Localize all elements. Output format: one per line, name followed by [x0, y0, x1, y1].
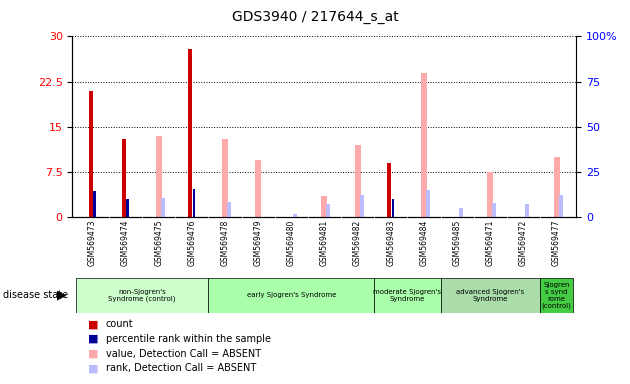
Bar	[492, 204, 496, 217]
Bar	[161, 198, 164, 217]
Bar	[360, 195, 364, 217]
Text: GSM569476: GSM569476	[187, 220, 197, 266]
Bar	[255, 160, 261, 217]
Text: disease state: disease state	[3, 290, 68, 300]
Bar	[193, 189, 195, 217]
Bar	[459, 208, 463, 217]
Text: ■: ■	[88, 363, 99, 373]
Bar	[76, 278, 209, 313]
Bar	[321, 196, 328, 217]
Bar	[122, 139, 126, 217]
Text: GSM569471: GSM569471	[486, 220, 495, 266]
Bar	[387, 163, 391, 217]
Text: GSM569477: GSM569477	[552, 220, 561, 266]
Bar	[440, 278, 540, 313]
Bar	[540, 278, 573, 313]
Text: GSM569482: GSM569482	[353, 220, 362, 266]
Text: Sjogren
s synd
rome
(control): Sjogren s synd rome (control)	[542, 281, 571, 309]
Text: moderate Sjogren's
Syndrome: moderate Sjogren's Syndrome	[374, 289, 442, 302]
Bar	[294, 214, 297, 217]
Bar	[559, 195, 563, 217]
Bar	[421, 73, 427, 217]
Text: GSM569479: GSM569479	[254, 220, 263, 266]
Text: advanced Sjogren's
Syndrome: advanced Sjogren's Syndrome	[456, 289, 524, 302]
Bar	[156, 136, 162, 217]
Text: ▶: ▶	[57, 288, 67, 301]
Text: GSM569474: GSM569474	[121, 220, 130, 266]
Text: rank, Detection Call = ABSENT: rank, Detection Call = ABSENT	[106, 363, 256, 373]
Bar	[392, 199, 394, 217]
Bar	[426, 190, 430, 217]
Bar	[188, 48, 192, 217]
Bar	[355, 145, 360, 217]
Text: GSM569485: GSM569485	[452, 220, 462, 266]
Bar	[525, 204, 529, 217]
Bar	[554, 157, 559, 217]
Text: GSM569472: GSM569472	[519, 220, 528, 266]
Bar	[127, 199, 129, 217]
Text: GSM569475: GSM569475	[154, 220, 163, 266]
Bar	[227, 202, 231, 217]
Bar	[93, 191, 96, 217]
Bar	[222, 139, 228, 217]
Text: GSM569484: GSM569484	[420, 220, 428, 266]
Bar	[374, 278, 440, 313]
Bar	[326, 204, 330, 217]
Text: early Sjogren's Syndrome: early Sjogren's Syndrome	[246, 292, 336, 298]
Bar	[209, 278, 374, 313]
Text: GDS3940 / 217644_s_at: GDS3940 / 217644_s_at	[232, 10, 398, 23]
Text: ■: ■	[88, 319, 99, 329]
Text: percentile rank within the sample: percentile rank within the sample	[106, 334, 271, 344]
Text: value, Detection Call = ABSENT: value, Detection Call = ABSENT	[106, 349, 261, 359]
Text: GSM569481: GSM569481	[320, 220, 329, 266]
Text: non-Sjogren's
Syndrome (control): non-Sjogren's Syndrome (control)	[108, 288, 176, 302]
Text: GSM569483: GSM569483	[386, 220, 395, 266]
Text: GSM569480: GSM569480	[287, 220, 296, 266]
Text: count: count	[106, 319, 134, 329]
Bar	[89, 91, 93, 217]
Text: GSM569478: GSM569478	[220, 220, 229, 266]
Bar	[487, 172, 493, 217]
Text: ■: ■	[88, 349, 99, 359]
Text: GSM569473: GSM569473	[88, 220, 97, 266]
Text: ■: ■	[88, 334, 99, 344]
